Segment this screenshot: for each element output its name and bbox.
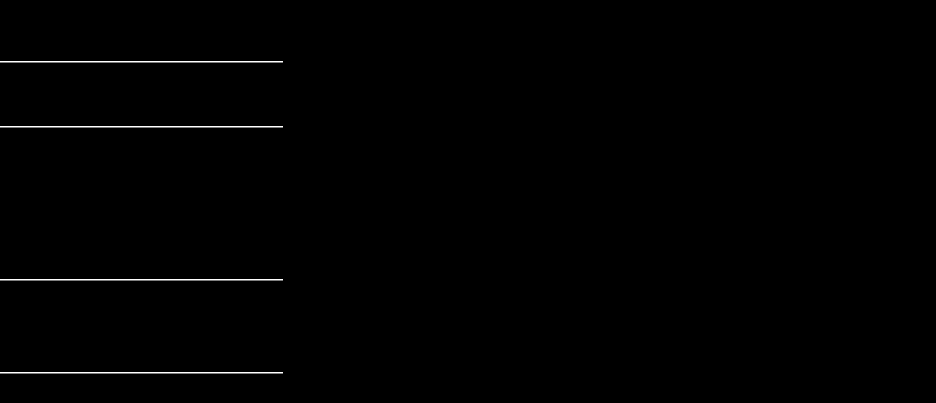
cell-scenario-3 (651, 340, 747, 372)
cell-scenario-3: 52 (651, 125, 747, 157)
cell-scenario-1: 89.1 (462, 94, 557, 126)
cell-usda-21-22: 3.5% (371, 371, 462, 403)
cell-scenario-3 (651, 186, 747, 219)
cell-scenario-3: 89.1 (651, 94, 747, 126)
cell-usda-20-21: 3.0% (283, 371, 371, 403)
subheader-2021-1: 2021 (462, 61, 557, 95)
row-label (0, 125, 283, 157)
cell-usda-21-22: 50.8 (371, 125, 462, 157)
cell-usda-21-22: 87.6 (371, 94, 462, 126)
separator-band (0, 310, 936, 341)
cell-scenario-1 (462, 371, 557, 403)
cell-scenario-4 (746, 371, 842, 403)
separator-band-fill (0, 310, 936, 341)
separator-band-fill (0, 218, 936, 249)
cell-usda-20-21: 525 (283, 186, 371, 219)
subheader-2021-5: 2021 (841, 61, 936, 95)
header-potential-changes-group: Potential Acre, Yield & Demand Changes (462, 0, 936, 62)
cell-usda-21-22: 2,075 (371, 279, 462, 311)
cell-scenario-2: 50.8 (556, 125, 652, 157)
table-row: 2,280 2,075 2,175 2,175 2,175 2,175 2,17… (0, 279, 936, 311)
subheader-usda-21-22: 21-22 (371, 61, 462, 95)
cell-scenario-4: 49.5 (746, 125, 842, 157)
cell-scenario-2: 89.1 (556, 94, 652, 126)
separator-band-fill (0, 156, 936, 187)
cell-usda-20-21: 135 (283, 340, 371, 372)
header-group-row: USDA USDA Potential Acre, Yield & Demand… (0, 0, 936, 62)
cell-scenario-1: 49.5 (462, 125, 557, 157)
separator-band (0, 218, 936, 249)
cell-usda-20-21: 50.2 (283, 125, 371, 157)
cell-scenario-2 (556, 186, 652, 219)
cell-scenario-3 (651, 248, 747, 280)
table-row: 3.0% 3.5% (0, 371, 936, 403)
cell-scenario-2 (556, 340, 652, 372)
cell-usda-20-21: 83.1 (283, 94, 371, 126)
cell-scenario-5: 90 (841, 94, 936, 126)
cell-scenario-2: 2,175 (556, 279, 652, 311)
cell-scenario-3 (651, 371, 747, 403)
cell-scenario-1: 2,175 (462, 279, 557, 311)
cell-scenario-4: 90 (746, 94, 842, 126)
header-usda-2122-group: USDA (371, 0, 462, 62)
cell-scenario-2 (556, 248, 652, 280)
cell-scenario-2 (556, 371, 652, 403)
cell-scenario-5 (841, 371, 936, 403)
subheader-2021-2: 2021 (556, 61, 652, 95)
cell-scenario-4 (746, 186, 842, 219)
subheader-usda-20-21: 20-21 (283, 61, 371, 95)
row-label (0, 248, 283, 280)
cell-scenario-4: 2,175 (746, 279, 842, 311)
cell-usda-21-22: 155 (371, 340, 462, 372)
row-label (0, 371, 283, 403)
cell-scenario-1 (462, 248, 557, 280)
subheader-2021-4: 2021 (746, 61, 842, 95)
cell-scenario-5 (841, 340, 936, 372)
cell-scenario-5: 2,175 (841, 279, 936, 311)
table-row: 50.2 50.8 49.5 50.8 52 49.5 50.8 (0, 125, 936, 157)
table-row: 2,175 2,225 (0, 248, 936, 280)
table-row: 135 155 (0, 340, 936, 372)
row-label (0, 340, 283, 372)
cell-scenario-5 (841, 248, 936, 280)
row-label (0, 186, 283, 219)
cell-scenario-1 (462, 186, 557, 219)
cell-scenario-4 (746, 340, 842, 372)
cell-usda-20-21: 2,280 (283, 279, 371, 311)
cell-scenario-4 (746, 248, 842, 280)
cell-scenario-3: 2,175 (651, 279, 747, 311)
header-corner-cell (0, 0, 283, 62)
cell-usda-21-22: 2,225 (371, 248, 462, 280)
row-label (0, 279, 283, 311)
table-row: 525 135 (0, 186, 936, 219)
subheader-2021-3: 2021 (651, 61, 747, 95)
separator-band (0, 156, 936, 187)
header-subrow: 20-21 21-22 2021 2021 2021 2021 2021 (0, 61, 936, 95)
table-row: 83.1 87.6 89.1 89.1 89.1 90 90 (0, 94, 936, 126)
cell-scenario-5: 50.8 (841, 125, 936, 157)
cell-scenario-5 (841, 186, 936, 219)
cell-usda-20-21: 2,175 (283, 248, 371, 280)
row-label (0, 94, 283, 126)
subheader-corner-cell (0, 61, 283, 95)
cell-scenario-1 (462, 340, 557, 372)
header-usda-2021-group: USDA (283, 0, 371, 62)
cell-usda-21-22: 135 (371, 186, 462, 219)
